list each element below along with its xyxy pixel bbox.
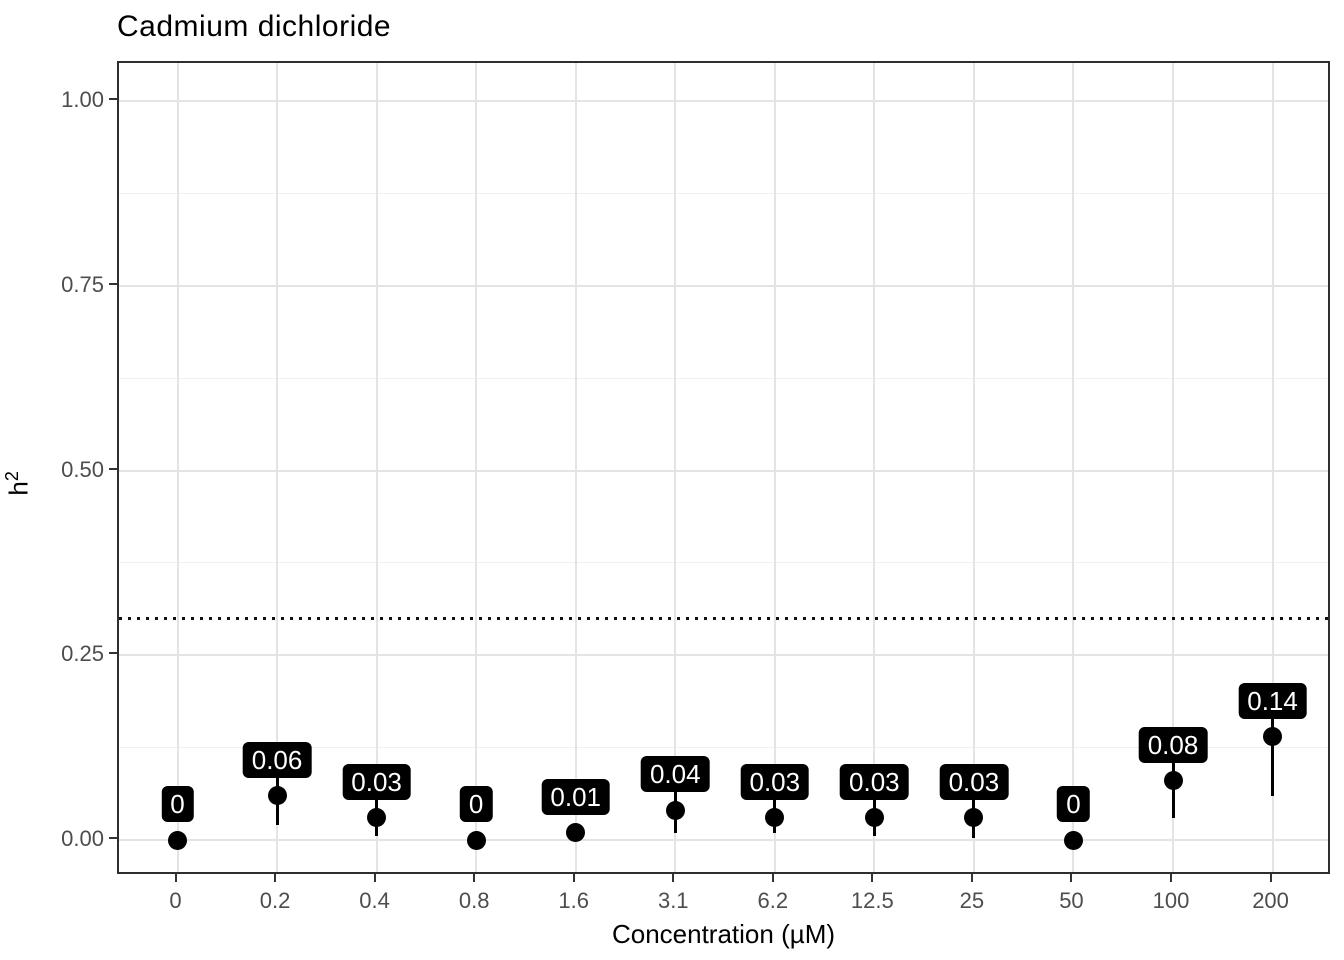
- data-point: [964, 808, 984, 828]
- x-tick-mark: [970, 874, 973, 882]
- x-tick-mark: [1269, 874, 1272, 882]
- x-tick-label: 12.5: [850, 888, 894, 913]
- data-point: [765, 808, 785, 828]
- x-tick-mark: [771, 874, 774, 882]
- gridline-x-major: [773, 63, 776, 872]
- data-point: [267, 786, 287, 806]
- y-tick-label: 0.50: [61, 456, 104, 482]
- y-tick-label: 0.00: [61, 826, 104, 851]
- gridline-x-major: [1072, 63, 1075, 872]
- x-tick-mark: [473, 874, 476, 882]
- y-tick-mark: [109, 282, 117, 285]
- gridline-y-minor: [119, 747, 1328, 749]
- data-point: [864, 808, 884, 828]
- gridline-y-major: [119, 284, 1328, 287]
- x-tick-label: 100: [1152, 888, 1190, 913]
- x-tick-label: 50: [1059, 888, 1084, 913]
- point-value-label: 0: [161, 786, 194, 822]
- x-tick-mark: [373, 874, 376, 882]
- plot-panel: 0 0.06 0.03 0 0.01 0.04 0.03 0.03 0.03 0 0.08 0.14: [117, 61, 1330, 874]
- y-tick-mark: [109, 98, 117, 100]
- x-tick-mark: [174, 874, 177, 882]
- x-tick-label: 1.6: [558, 888, 589, 913]
- point-value-label: 0.03: [740, 763, 810, 800]
- x-tick-mark: [572, 874, 575, 882]
- x-tick-label: 200: [1252, 888, 1289, 913]
- data-point: [1263, 727, 1283, 747]
- gridline-y-minor: [119, 192, 1328, 194]
- x-tick-label: 0.2: [259, 888, 291, 913]
- y-tick-mark: [109, 467, 117, 470]
- chart-title: Cadmium dichloride: [117, 10, 392, 43]
- point-value-label: 0.14: [1238, 682, 1307, 719]
- gridline-y-major: [119, 839, 1328, 841]
- gridline-x-major: [475, 63, 478, 872]
- gridline-x-major: [1172, 63, 1174, 872]
- data-point: [367, 808, 387, 828]
- gridline-x-major: [873, 63, 876, 872]
- point-value-label: 0.08: [1138, 726, 1208, 763]
- data-point: [466, 830, 486, 850]
- data-point: [566, 823, 586, 843]
- point-value-label: 0.06: [242, 741, 312, 778]
- x-tick-label: 0.8: [458, 888, 490, 913]
- y-tick-label: 0.75: [61, 271, 104, 297]
- data-point: [1163, 771, 1183, 791]
- x-tick-mark: [274, 874, 277, 882]
- y-tick-label: 0.25: [61, 641, 104, 667]
- y-axis-title-base: h: [3, 481, 34, 496]
- x-axis-title: Concentration (µM): [611, 919, 836, 949]
- gridline-x-major: [375, 63, 378, 872]
- x-tick-label: 0: [169, 888, 182, 913]
- point-value-label: 0.03: [840, 763, 909, 800]
- gridline-x-major: [176, 63, 179, 872]
- gridline-y-major: [119, 469, 1328, 472]
- x-tick-label: 3.1: [657, 888, 689, 913]
- gridline-x-major: [674, 63, 677, 872]
- gridline-x-major: [1271, 63, 1274, 872]
- y-tick-label: 1.00: [61, 87, 104, 112]
- point-value-label: 0.03: [939, 763, 1009, 800]
- point-value-label: 0.01: [541, 778, 610, 815]
- x-tick-label: 0.4: [359, 888, 390, 913]
- x-tick-mark: [1170, 874, 1172, 882]
- x-tick-mark: [672, 874, 675, 882]
- data-point: [168, 830, 187, 850]
- point-value-label: 0: [1057, 786, 1090, 822]
- x-tick-label: 6.2: [757, 888, 789, 913]
- data-point: [1063, 830, 1083, 850]
- gridline-y-major: [119, 100, 1328, 102]
- gridline-x-major: [574, 63, 577, 872]
- gridline-y-minor: [119, 377, 1328, 379]
- gridline-y-major: [119, 654, 1328, 657]
- data-point: [665, 800, 685, 820]
- gridline-x-major: [972, 63, 975, 872]
- y-tick-mark: [109, 652, 117, 655]
- gridline-y-minor: [119, 562, 1328, 564]
- point-value-label: 0.03: [342, 763, 411, 800]
- y-tick-mark: [109, 837, 117, 839]
- x-tick-label: 25: [959, 888, 985, 913]
- x-tick-mark: [871, 874, 874, 882]
- point-value-label: 0.04: [640, 756, 710, 793]
- x-tick-mark: [1070, 874, 1073, 882]
- point-value-label: 0: [459, 786, 493, 822]
- gridline-x-major: [276, 63, 279, 872]
- reference-line: [119, 617, 1328, 621]
